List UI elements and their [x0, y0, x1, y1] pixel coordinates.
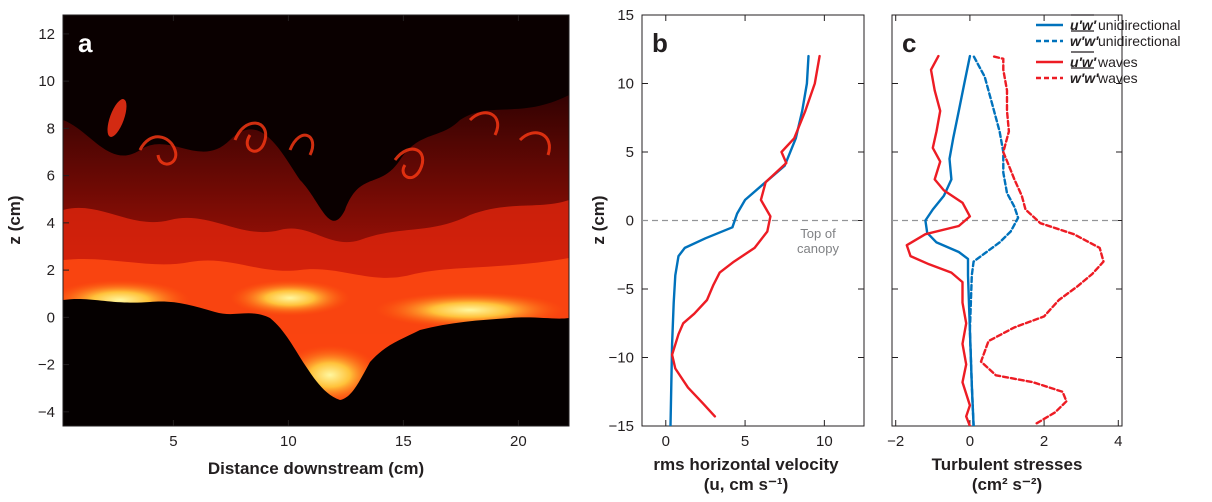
- y-tick-label: 4: [47, 215, 55, 232]
- panel-a: 5 10 15 20 −4 −2 0 2 4 6 8 10 12 a Distance downstre…: [5, 14, 570, 478]
- panel-b-label: b: [652, 28, 668, 58]
- panel-c: −2 0 2 4 c Turbulent stresses (cm² s⁻²) u′w…: [887, 14, 1181, 494]
- y-tick-label: −4: [38, 404, 55, 421]
- panel-b-series: [669, 54, 821, 426]
- legend-symbol: u′w′: [1070, 54, 1097, 70]
- series-line-2-0: [924, 54, 975, 426]
- y-tick-label: −10: [609, 350, 634, 367]
- y-tick-label: 10: [617, 76, 634, 93]
- panel-b-y-axis-label: z (cm): [589, 195, 608, 244]
- legend-label: waves: [1097, 70, 1138, 86]
- x-tick-label: 2: [1040, 433, 1048, 450]
- panel-a-label: a: [78, 28, 93, 58]
- y-tick-label: 2: [47, 262, 55, 279]
- y-tick-label: 8: [47, 120, 55, 137]
- y-tick-label: 15: [617, 7, 634, 24]
- panel-c-ticks: −2 0 2 4: [887, 14, 1122, 450]
- panel-b: 0 5 10 −15 −10 −5 0 5 10 15 b Top of canopy rms h…: [589, 7, 865, 494]
- panel-c-x-axis-units: (cm² s⁻²): [972, 475, 1042, 494]
- flow-visualization-image: [63, 15, 569, 426]
- x-tick-label: 5: [169, 433, 177, 450]
- y-tick-label: 0: [47, 309, 55, 326]
- panel-a-x-axis-label: Distance downstream (cm): [208, 459, 424, 478]
- y-tick-label: 0: [626, 213, 634, 230]
- x-tick-label: 15: [395, 433, 412, 450]
- x-tick-label: 0: [662, 433, 670, 450]
- top-of-canopy-annotation-line2: canopy: [797, 241, 839, 256]
- panel-c-label: c: [902, 28, 916, 58]
- panel-c-series: [905, 54, 1105, 426]
- legend-symbol: w′w′: [1070, 70, 1099, 86]
- y-tick-label: 10: [38, 73, 55, 90]
- legend-symbol: u′w′: [1070, 17, 1097, 33]
- y-tick-label: 6: [47, 168, 55, 185]
- series-line-1-1: [670, 54, 821, 418]
- x-tick-label: 10: [816, 433, 833, 450]
- panel-b-ticks: 0 5 10 −15 −10 −5 0 5 10 15: [609, 7, 864, 450]
- y-tick-label: −5: [617, 281, 634, 298]
- panel-a-ticks: 5 10 15 20 −4 −2 0 2 4 6 8 10 12: [38, 15, 527, 450]
- panel-b-x-axis-units: (u, cm s⁻¹): [704, 475, 789, 494]
- series-line-2-3: [979, 54, 1105, 425]
- series-line-2-1: [968, 54, 1020, 426]
- legend-label: waves: [1097, 54, 1138, 70]
- legend-label: unidirectional: [1098, 33, 1181, 49]
- panel-b-x-axis-label: rms horizontal velocity: [653, 455, 839, 474]
- panel-a-y-axis-label: z (cm): [5, 195, 24, 244]
- x-tick-label: −2: [887, 433, 904, 450]
- legend-label: unidirectional: [1098, 17, 1181, 33]
- top-of-canopy-annotation-line1: Top of: [800, 226, 836, 241]
- x-tick-label: 0: [966, 433, 974, 450]
- x-tick-label: 10: [280, 433, 297, 450]
- y-tick-label: 5: [626, 144, 634, 161]
- x-tick-label: 4: [1114, 433, 1122, 450]
- y-tick-label: −15: [609, 418, 634, 435]
- panel-c-x-axis-label: Turbulent stresses: [932, 455, 1083, 474]
- legend-symbol: w′w′: [1070, 33, 1099, 49]
- series-line-2-2: [905, 54, 972, 426]
- x-tick-label: 5: [741, 433, 749, 450]
- y-tick-label: −2: [38, 357, 55, 374]
- x-tick-label: 20: [510, 433, 527, 450]
- y-tick-label: 12: [38, 26, 55, 43]
